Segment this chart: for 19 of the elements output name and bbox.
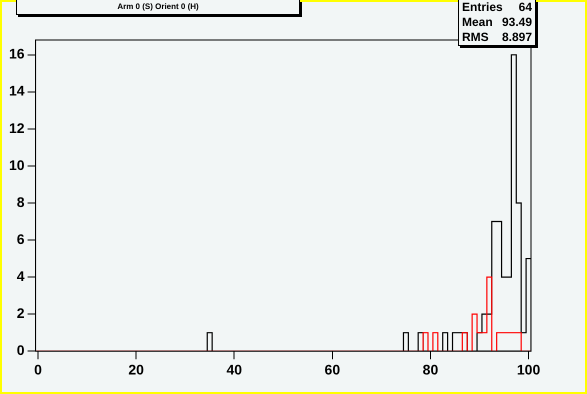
x-tick-label: 20	[128, 361, 144, 378]
x-tick-label: 40	[226, 361, 242, 378]
y-tick-label: 2	[16, 305, 25, 322]
y-tick-label: 6	[16, 230, 25, 247]
annotation: RMS 8.897	[462, 30, 532, 45]
y-tick-label: 8	[16, 194, 25, 210]
x-tick-label: 100	[516, 361, 540, 378]
x-tick-label: 60	[324, 361, 340, 378]
x-tick-label: 0	[34, 361, 42, 378]
y-tick-label: 14	[8, 82, 25, 99]
text: Mean 93.49	[462, 15, 532, 30]
y-tick-label: 0	[16, 342, 25, 358]
y-tick-label: 10	[8, 156, 25, 173]
chart-title: Arm 0 (S) Orient 0 (H)	[16, 0, 300, 15]
x-tick-label: 80	[422, 361, 438, 378]
text: Entries 64	[462, 0, 532, 14]
y-tick-label: 4	[16, 268, 25, 284]
y-tick-label: 12	[8, 120, 25, 136]
y-tick-label: 16	[8, 46, 25, 62]
